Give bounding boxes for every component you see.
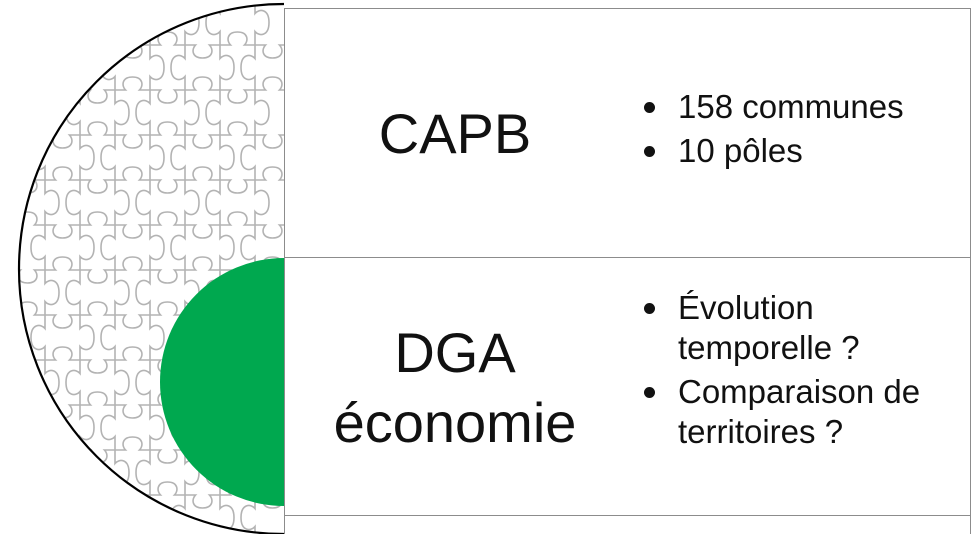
panel-title-capb: CAPB (285, 9, 625, 259)
title-line: économie (333, 390, 577, 454)
puzzle-edge (19, 211, 284, 239)
bullet-icon (644, 146, 655, 157)
panel-title-dga: DGA économie (285, 258, 625, 517)
dga-economie-panel: DGA économie Évolution temporelle ? Comp… (284, 257, 971, 516)
puzzle-edge (19, 166, 284, 194)
capb-bullet-list: 158 communes 10 pôles (640, 87, 962, 175)
bullet-text: Évolution temporelle ? (678, 289, 860, 366)
puzzle-edge (65, 4, 95, 534)
green-half-circle-icon (160, 258, 284, 506)
bullet-text: Comparaison de territoires ? (678, 373, 921, 450)
list-item: Comparaison de territoires ? (640, 372, 962, 452)
bullet-icon (644, 387, 655, 398)
puzzle-edge (30, 4, 60, 534)
bullet-text: 10 pôles (678, 132, 803, 169)
puzzle-edge (19, 121, 284, 149)
list-item: 158 communes (640, 87, 962, 127)
bullet-icon (644, 102, 655, 113)
bullet-icon (644, 303, 655, 314)
title-line: DGA (394, 320, 516, 384)
empty-panel (284, 515, 971, 534)
dga-bullet-list: Évolution temporelle ? Comparaison de te… (640, 288, 962, 456)
half-circle-outline (17, 2, 285, 534)
bullet-text: 158 communes (678, 88, 904, 125)
capb-panel: CAPB 158 communes 10 pôles (284, 8, 971, 258)
list-item: 10 pôles (640, 131, 962, 171)
title-line: CAPB (378, 102, 532, 165)
list-item: Évolution temporelle ? (640, 288, 962, 368)
